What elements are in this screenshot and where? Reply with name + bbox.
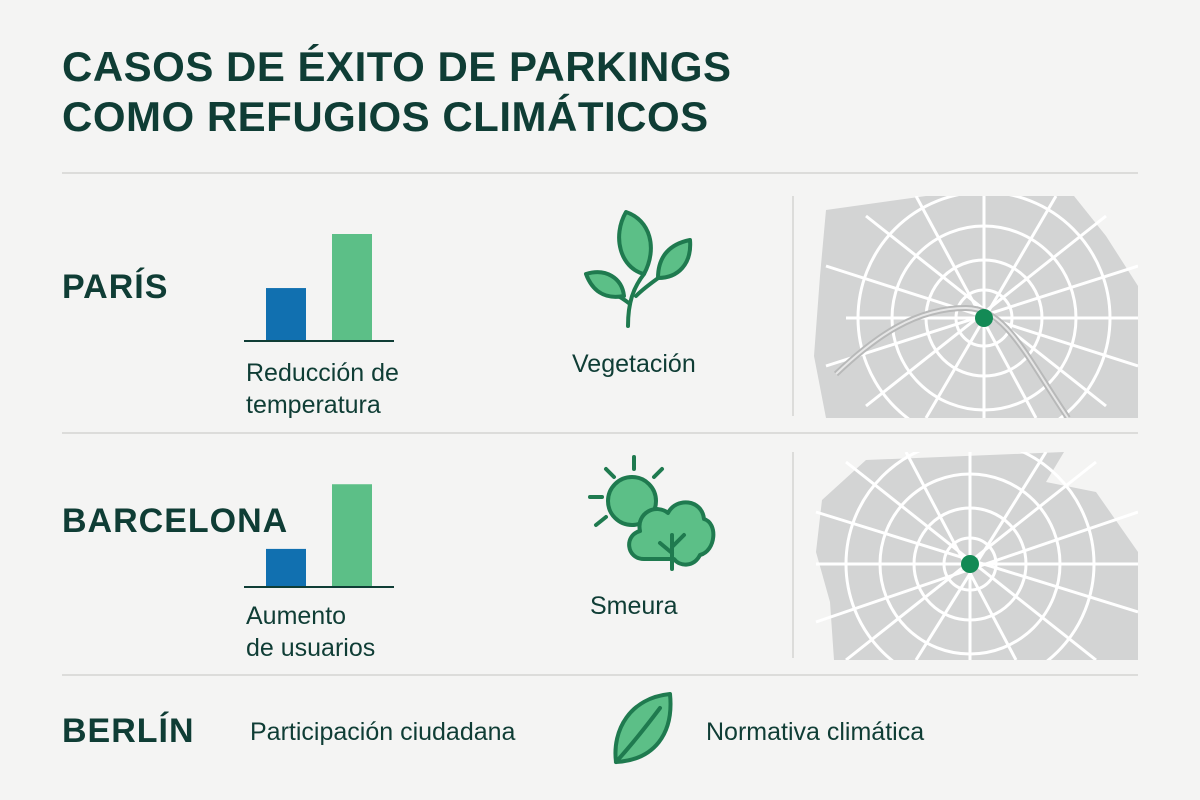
sun-trees-icon xyxy=(584,455,720,571)
chart-paris-label-line-2: temperatura xyxy=(246,391,381,419)
page-title: CASOS DE ÉXITO DE PARKINGS COMO REFUGIOS… xyxy=(62,42,822,142)
chart-barcelona-label: Aumento de usuarios xyxy=(246,600,375,664)
barcelona-map xyxy=(806,452,1138,660)
divider-barcelona-map xyxy=(792,452,794,658)
divider-paris-map xyxy=(792,196,794,416)
chart-barcelona-svg xyxy=(244,484,394,588)
chart-barcelona-bar-1 xyxy=(266,548,306,586)
sun-trees-icon-svg xyxy=(588,455,716,571)
chart-paris-bar-1 xyxy=(266,288,306,340)
divider-bottom xyxy=(62,674,1138,676)
city-paris: PARÍS xyxy=(62,268,169,306)
title-line-2: COMO REFUGIOS CLIMÁTICOS xyxy=(62,93,709,140)
plant-leaves-icon-svg xyxy=(584,210,693,328)
barcelona-map-svg xyxy=(815,452,1138,660)
city-barcelona: BARCELONA xyxy=(62,502,289,540)
chart-paris-bar-2 xyxy=(332,234,372,340)
paris-map-marker xyxy=(975,309,993,327)
barcelona-map-marker xyxy=(961,555,979,573)
chart-paris-label-line-1: Reducción de xyxy=(246,359,399,387)
chart-barcelona xyxy=(244,466,394,590)
leaf-icon xyxy=(608,690,678,766)
chart-paris xyxy=(244,220,394,344)
icon-barcelona-label: Smeura xyxy=(590,592,678,620)
plant-leaves-icon xyxy=(578,208,698,328)
title-line-1: CASOS DE ÉXITO DE PARKINGS xyxy=(62,43,732,90)
chart-barcelona-label-line-1: Aumento xyxy=(246,602,347,630)
leaf-icon-svg xyxy=(613,692,673,764)
chart-barcelona-bar-2 xyxy=(332,484,372,586)
icon-paris-label: Vegetación xyxy=(572,350,696,378)
paris-map xyxy=(806,196,1138,418)
chart-paris-svg xyxy=(244,234,394,342)
chart-paris-label: Reducción de temperatura xyxy=(246,357,399,421)
berlin-regulation-label: Normativa climática xyxy=(706,718,925,746)
divider-middle xyxy=(62,432,1138,434)
divider-top xyxy=(62,172,1138,174)
paris-map-svg xyxy=(814,196,1138,418)
berlin-participation-label: Participación ciudadana xyxy=(250,718,516,746)
chart-barcelona-label-line-2: de usuarios xyxy=(246,634,376,662)
city-berlin: BERLÍN xyxy=(62,712,195,750)
